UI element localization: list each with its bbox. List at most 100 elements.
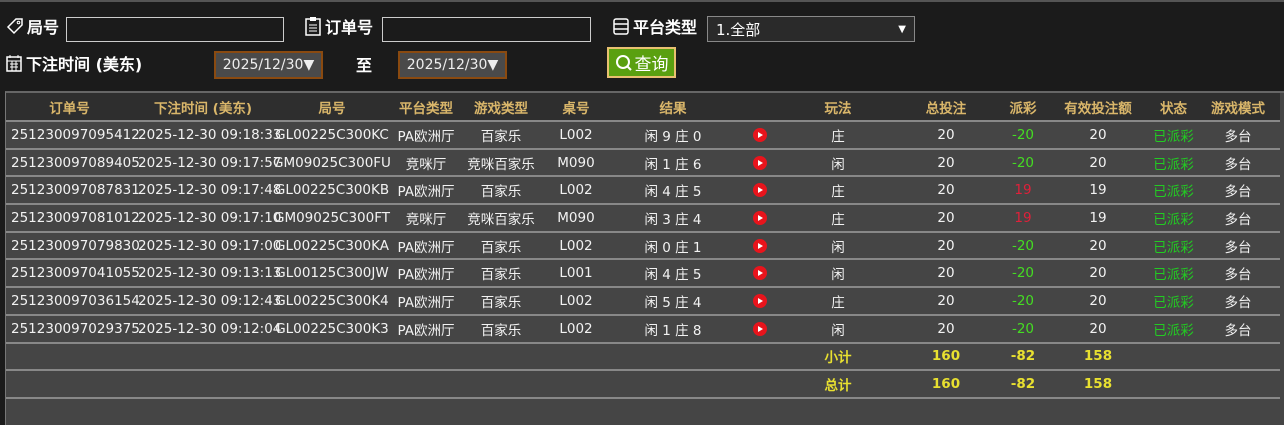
date-to-picker[interactable]: 2025/12/30▼: [398, 51, 507, 79]
play-video-icon[interactable]: [753, 293, 767, 308]
time-label: 下注时间 (美东): [5, 51, 142, 75]
table-row: 251230097036154 2025-12-30 09:12:43 GL0022…: [6, 287, 1280, 316]
empty-cell: [6, 342, 133, 372]
column-header[interactable]: 游戏模式: [1196, 93, 1280, 122]
column-header[interactable]: 平台类型: [391, 93, 461, 122]
column-header[interactable]: 有效投注额: [1045, 93, 1151, 122]
platform-cell: PA欧洲厅: [391, 176, 461, 206]
column-header[interactable]: 结果: [611, 93, 735, 122]
table-id-cell: L002: [541, 231, 611, 261]
play-video-icon[interactable]: [753, 127, 767, 142]
empty-cell: [611, 370, 735, 399]
table-id-cell: L001: [541, 259, 611, 289]
replay-cell[interactable]: [735, 148, 785, 178]
empty-cell: [391, 342, 461, 372]
table-id-cell: L002: [541, 121, 611, 150]
game-mode-cell: 多台: [1196, 121, 1280, 150]
replay-cell[interactable]: [735, 121, 785, 150]
round-id-cell: GM09025C300FT: [273, 204, 391, 233]
result-cell: 闲 3 庄 4: [611, 204, 735, 233]
search-icon: [615, 54, 632, 71]
column-header[interactable]: 下注时间 (美东): [133, 93, 273, 122]
game-mode-cell: 多台: [1196, 314, 1280, 344]
bet-type-cell: 庄: [785, 287, 891, 316]
bet-type-cell: 庄: [785, 176, 891, 206]
valid-bet-cell: 20: [1045, 148, 1151, 178]
play-video-icon[interactable]: [753, 321, 767, 336]
result-cell: 闲 1 庄 8: [611, 314, 735, 344]
empty-cell: [541, 370, 611, 399]
replay-cell[interactable]: [735, 204, 785, 233]
order-id-cell: 251230097079830: [6, 231, 140, 261]
table-header: 订单号 下注时间 (美东) 局号 平台类型 游戏类型 桌号 结果 玩法 总投注 派彩 有效投注额 状态…: [6, 93, 1280, 122]
table-row: 251230097089405 2025-12-30 09:17:57 GM0902…: [6, 148, 1280, 178]
column-header[interactable]: 局号: [273, 93, 391, 122]
replay-cell[interactable]: [735, 176, 785, 206]
bet-type-cell: 闲: [785, 231, 891, 261]
platform-cell: 竞咪厅: [391, 204, 461, 233]
empty-cell: [1151, 370, 1196, 399]
replay-cell[interactable]: [735, 287, 785, 316]
replay-cell[interactable]: [735, 231, 785, 261]
payout-cell: -20: [1001, 231, 1045, 261]
column-header[interactable]: 状态: [1151, 93, 1196, 122]
column-header[interactable]: 派彩: [1001, 93, 1045, 122]
total-label: 总计: [785, 370, 891, 399]
total-valid-bet: 158: [1045, 370, 1151, 399]
game-type-cell: 百家乐: [461, 121, 541, 150]
replay-cell[interactable]: [735, 314, 785, 344]
total-bet-cell: 20: [891, 148, 1001, 178]
empty-cell: [735, 342, 785, 372]
empty-cell: [273, 342, 391, 372]
order-input[interactable]: [382, 17, 591, 42]
bet-time-cell: 2025-12-30 09:12:43: [133, 287, 281, 316]
order-id-cell: 251230097029375: [6, 314, 140, 344]
tag-icon: [6, 18, 23, 35]
empty-cell: [1196, 370, 1280, 399]
query-button[interactable]: 查询: [607, 47, 676, 78]
column-header[interactable]: [735, 93, 785, 122]
replay-cell[interactable]: [735, 259, 785, 289]
column-header[interactable]: 玩法: [785, 93, 891, 122]
column-header[interactable]: 订单号: [6, 93, 133, 122]
column-header[interactable]: 桌号: [541, 93, 611, 122]
empty-cell: [273, 370, 391, 399]
bet-type-cell: 闲: [785, 259, 891, 289]
column-header[interactable]: 总投注: [891, 93, 1001, 122]
chevron-down-icon: ▼: [898, 23, 906, 35]
round-id-cell: GL00125C300JW: [273, 259, 391, 289]
result-cell: 闲 5 庄 4: [611, 287, 735, 316]
table-row: 251230097095412 2025-12-30 09:18:33 GL0022…: [6, 121, 1280, 150]
calendar-icon: [6, 55, 22, 72]
bet-time-cell: 2025-12-30 09:17:48: [133, 176, 281, 206]
game-mode-cell: 多台: [1196, 259, 1280, 289]
bet-type-cell: 闲: [785, 314, 891, 344]
clipboard-icon: [305, 17, 321, 36]
total-bet-cell: 20: [891, 176, 1001, 206]
play-video-icon[interactable]: [753, 155, 767, 170]
table-row: 251230097087831 2025-12-30 09:17:48 GL0022…: [6, 176, 1280, 206]
subtotal-total-bet: 160: [891, 342, 1001, 372]
game-mode-cell: 多台: [1196, 287, 1280, 316]
valid-bet-cell: 19: [1045, 176, 1151, 206]
play-video-icon[interactable]: [753, 183, 767, 198]
empty-cell: [1151, 342, 1196, 372]
empty-cell: [391, 370, 461, 399]
empty-cell: [133, 342, 273, 372]
empty-cell: [461, 370, 541, 399]
play-video-icon[interactable]: [753, 266, 767, 281]
payout-cell: -20: [1001, 148, 1045, 178]
order-id-cell: 251230097089405: [6, 148, 140, 178]
game-type-cell: 竞咪百家乐: [461, 204, 541, 233]
play-video-icon[interactable]: [753, 210, 767, 225]
platform-select[interactable]: 1.全部 ▼: [707, 16, 915, 42]
empty-cell: [611, 342, 735, 372]
status-cell: 已派彩: [1151, 231, 1196, 261]
column-header[interactable]: 游戏类型: [461, 93, 541, 122]
status-cell: 已派彩: [1151, 287, 1196, 316]
play-video-icon[interactable]: [753, 238, 767, 253]
game-type-cell: 百家乐: [461, 176, 541, 206]
round-input[interactable]: [66, 17, 284, 42]
total-bet-cell: 20: [891, 287, 1001, 316]
date-from-picker[interactable]: 2025/12/30▼: [214, 51, 323, 79]
